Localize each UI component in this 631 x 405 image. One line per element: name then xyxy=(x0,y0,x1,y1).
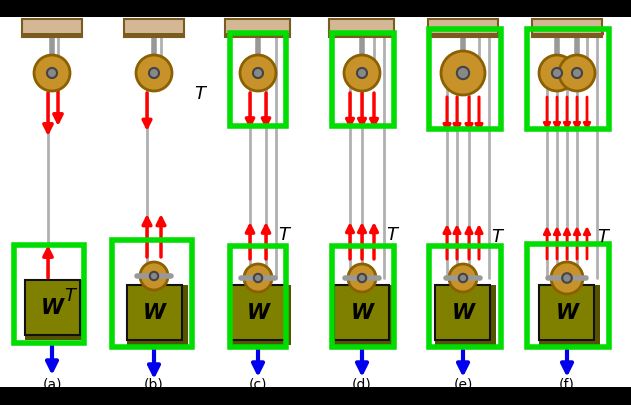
Bar xyxy=(14,245,84,343)
Bar xyxy=(428,20,498,38)
Circle shape xyxy=(149,69,159,79)
Bar xyxy=(540,340,601,345)
Bar xyxy=(490,285,497,340)
Circle shape xyxy=(358,274,366,283)
Text: W: W xyxy=(452,303,475,323)
Bar xyxy=(527,244,609,347)
Bar xyxy=(332,246,394,347)
Bar xyxy=(112,241,192,347)
Text: T: T xyxy=(597,228,608,245)
Text: (e): (e) xyxy=(453,377,473,391)
Circle shape xyxy=(539,56,575,92)
Bar xyxy=(225,20,290,38)
Circle shape xyxy=(254,274,262,283)
Bar xyxy=(225,34,290,38)
Circle shape xyxy=(47,69,57,79)
Bar xyxy=(124,34,184,38)
Bar xyxy=(230,34,286,127)
Circle shape xyxy=(552,69,562,79)
Bar xyxy=(182,285,187,340)
Bar xyxy=(126,340,187,345)
Bar xyxy=(329,34,394,38)
Bar xyxy=(0,0,631,18)
Bar xyxy=(0,387,631,405)
Bar xyxy=(124,20,184,38)
Circle shape xyxy=(449,264,477,292)
Bar xyxy=(25,335,85,340)
Bar xyxy=(80,280,85,335)
Text: (a): (a) xyxy=(42,377,62,391)
Circle shape xyxy=(344,56,380,92)
Text: T: T xyxy=(386,226,397,243)
Circle shape xyxy=(559,56,595,92)
Bar xyxy=(435,340,497,345)
Bar xyxy=(25,280,80,335)
Circle shape xyxy=(253,69,263,79)
Circle shape xyxy=(34,56,70,92)
Bar xyxy=(429,246,501,347)
Text: W: W xyxy=(40,298,64,318)
Bar xyxy=(285,285,292,340)
Text: T: T xyxy=(278,226,289,243)
Text: T: T xyxy=(491,228,502,245)
Bar xyxy=(334,285,389,340)
Bar xyxy=(527,30,609,130)
Bar xyxy=(230,246,286,347)
Circle shape xyxy=(140,262,168,290)
Bar xyxy=(230,340,292,345)
Text: (d): (d) xyxy=(352,377,372,391)
Bar xyxy=(22,34,82,38)
Text: (f): (f) xyxy=(559,377,575,391)
Bar xyxy=(332,34,394,127)
Circle shape xyxy=(150,272,158,281)
Text: W: W xyxy=(555,303,579,323)
Text: T: T xyxy=(194,85,205,103)
Bar xyxy=(594,285,601,340)
Text: (c): (c) xyxy=(249,377,268,391)
Text: W: W xyxy=(143,303,165,323)
Bar xyxy=(429,30,501,130)
Text: W: W xyxy=(350,303,374,323)
Circle shape xyxy=(240,56,276,92)
Circle shape xyxy=(244,264,272,292)
Circle shape xyxy=(551,262,583,294)
Text: (b): (b) xyxy=(144,377,164,391)
Bar xyxy=(532,20,602,38)
Circle shape xyxy=(357,69,367,79)
Bar xyxy=(540,285,594,340)
Bar xyxy=(126,285,182,340)
Bar xyxy=(389,285,396,340)
Circle shape xyxy=(348,264,376,292)
Circle shape xyxy=(136,56,172,92)
Circle shape xyxy=(457,68,469,80)
Bar xyxy=(435,285,490,340)
Bar xyxy=(334,340,396,345)
Bar xyxy=(428,34,498,38)
Bar xyxy=(230,285,285,340)
Bar xyxy=(22,20,82,38)
Circle shape xyxy=(572,69,582,79)
Circle shape xyxy=(441,52,485,96)
Circle shape xyxy=(459,274,467,283)
Text: W: W xyxy=(247,303,269,323)
Text: T: T xyxy=(64,286,75,304)
Bar xyxy=(532,34,602,38)
Bar xyxy=(329,20,394,38)
Circle shape xyxy=(562,273,572,283)
